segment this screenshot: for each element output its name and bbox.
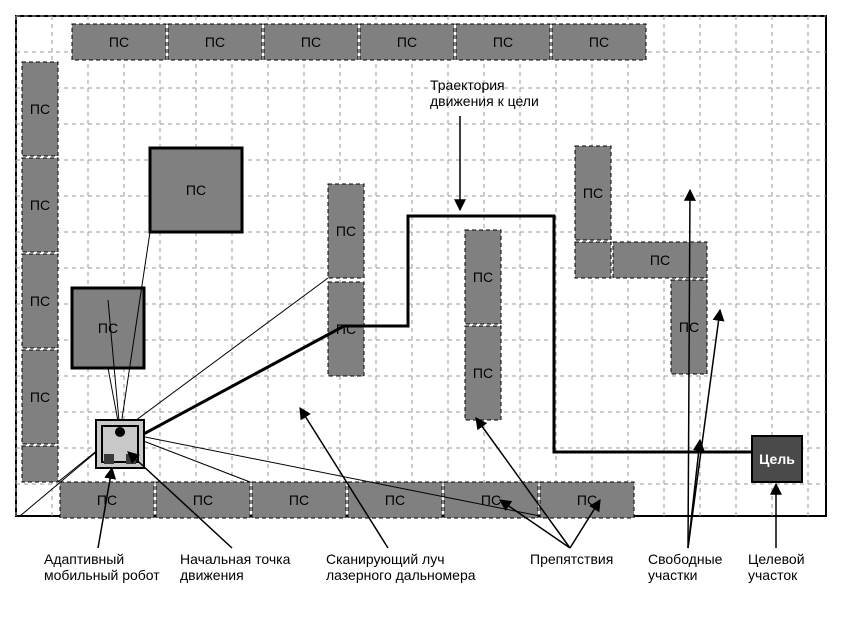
obstacle-label: ПС [30, 293, 50, 309]
obstacle-label: ПС [589, 34, 609, 50]
callout-free-line1: Свободные [648, 551, 723, 567]
callout-laser-line1: Сканирующий луч [326, 551, 445, 567]
obstacle-label: ПС [30, 197, 50, 213]
callout-robot-line1: Адаптивный [44, 551, 124, 567]
obstacle-label: ПС [98, 320, 118, 336]
callout-obst-line1: Препятствия [530, 551, 613, 567]
obstacle-label: ПС [336, 223, 356, 239]
obstacle-label: ПС [301, 34, 321, 50]
diagram-svg: ПС ПС ПС ПС ПС ПС ПС ПС ПС ПС ПС ПС ПС ПС ПС ПС ПС ПС ПС ПС… [0, 0, 845, 628]
obstacle-label: ПС [186, 182, 206, 198]
obstacle-label: ПС [650, 252, 670, 268]
obstacle-label: ПС [30, 389, 50, 405]
obstacle [575, 242, 611, 278]
obstacle-label: ПС [481, 492, 501, 508]
robot-sensor [115, 427, 125, 437]
callout-tgt-line1: Целевой [748, 551, 805, 567]
obstacle-label: ПС [577, 492, 597, 508]
obstacle-label: ПС [493, 34, 513, 50]
callout-trajectory-line1: Траектория [430, 77, 505, 93]
callout-trajectory-line2: движения к цели [430, 93, 539, 109]
target-label: Цель [759, 451, 795, 467]
callout-start-line2: движения [180, 567, 244, 583]
callout-laser-line2: лазерного дальномера [326, 567, 476, 583]
obstacle-label: ПС [583, 185, 603, 201]
callout-tgt-line2: участок [748, 567, 798, 583]
obstacle-label: ПС [473, 365, 493, 381]
robot-wheel [104, 454, 114, 464]
obstacle-label: ПС [30, 101, 50, 117]
obstacle-label: ПС [397, 34, 417, 50]
callout-robot-line2: мобильный робот [44, 567, 160, 583]
obstacle-label: ПС [385, 492, 405, 508]
callout-start-line1: Начальная точка [180, 551, 291, 567]
callout-free-line2: участки [648, 567, 697, 583]
obstacle-label: ПС [289, 492, 309, 508]
diagram-root: ПС ПС ПС ПС ПС ПС ПС ПС ПС ПС ПС ПС ПС ПС ПС ПС ПС ПС ПС ПС… [0, 0, 845, 628]
obstacle-label: ПС [193, 492, 213, 508]
obstacle-label: ПС [109, 34, 129, 50]
obstacle-label: ПС [473, 269, 493, 285]
obstacle [22, 446, 58, 482]
obstacle-label: ПС [205, 34, 225, 50]
